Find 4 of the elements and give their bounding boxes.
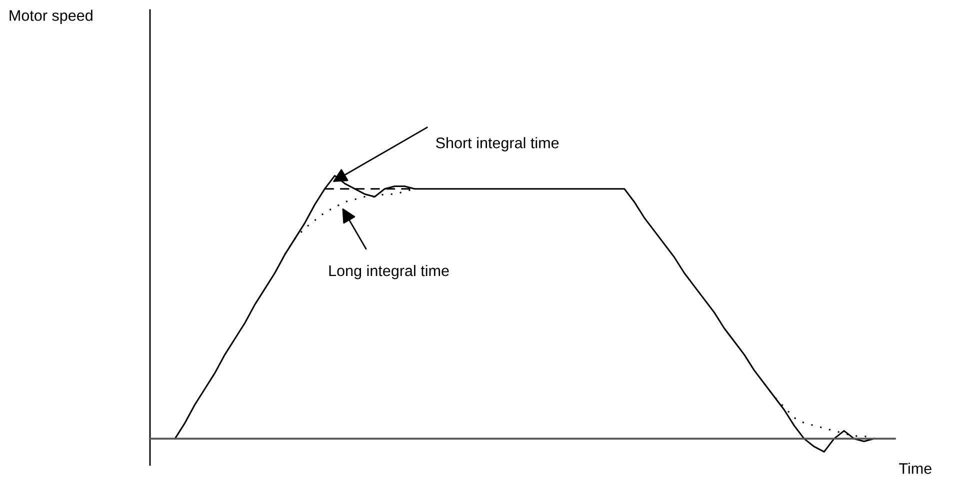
x-axis-title: Time <box>899 462 932 474</box>
text: Short integral time <box>436 137 559 152</box>
text: Motor speed <box>10 10 92 24</box>
annotation: Long integral time <box>329 264 449 280</box>
